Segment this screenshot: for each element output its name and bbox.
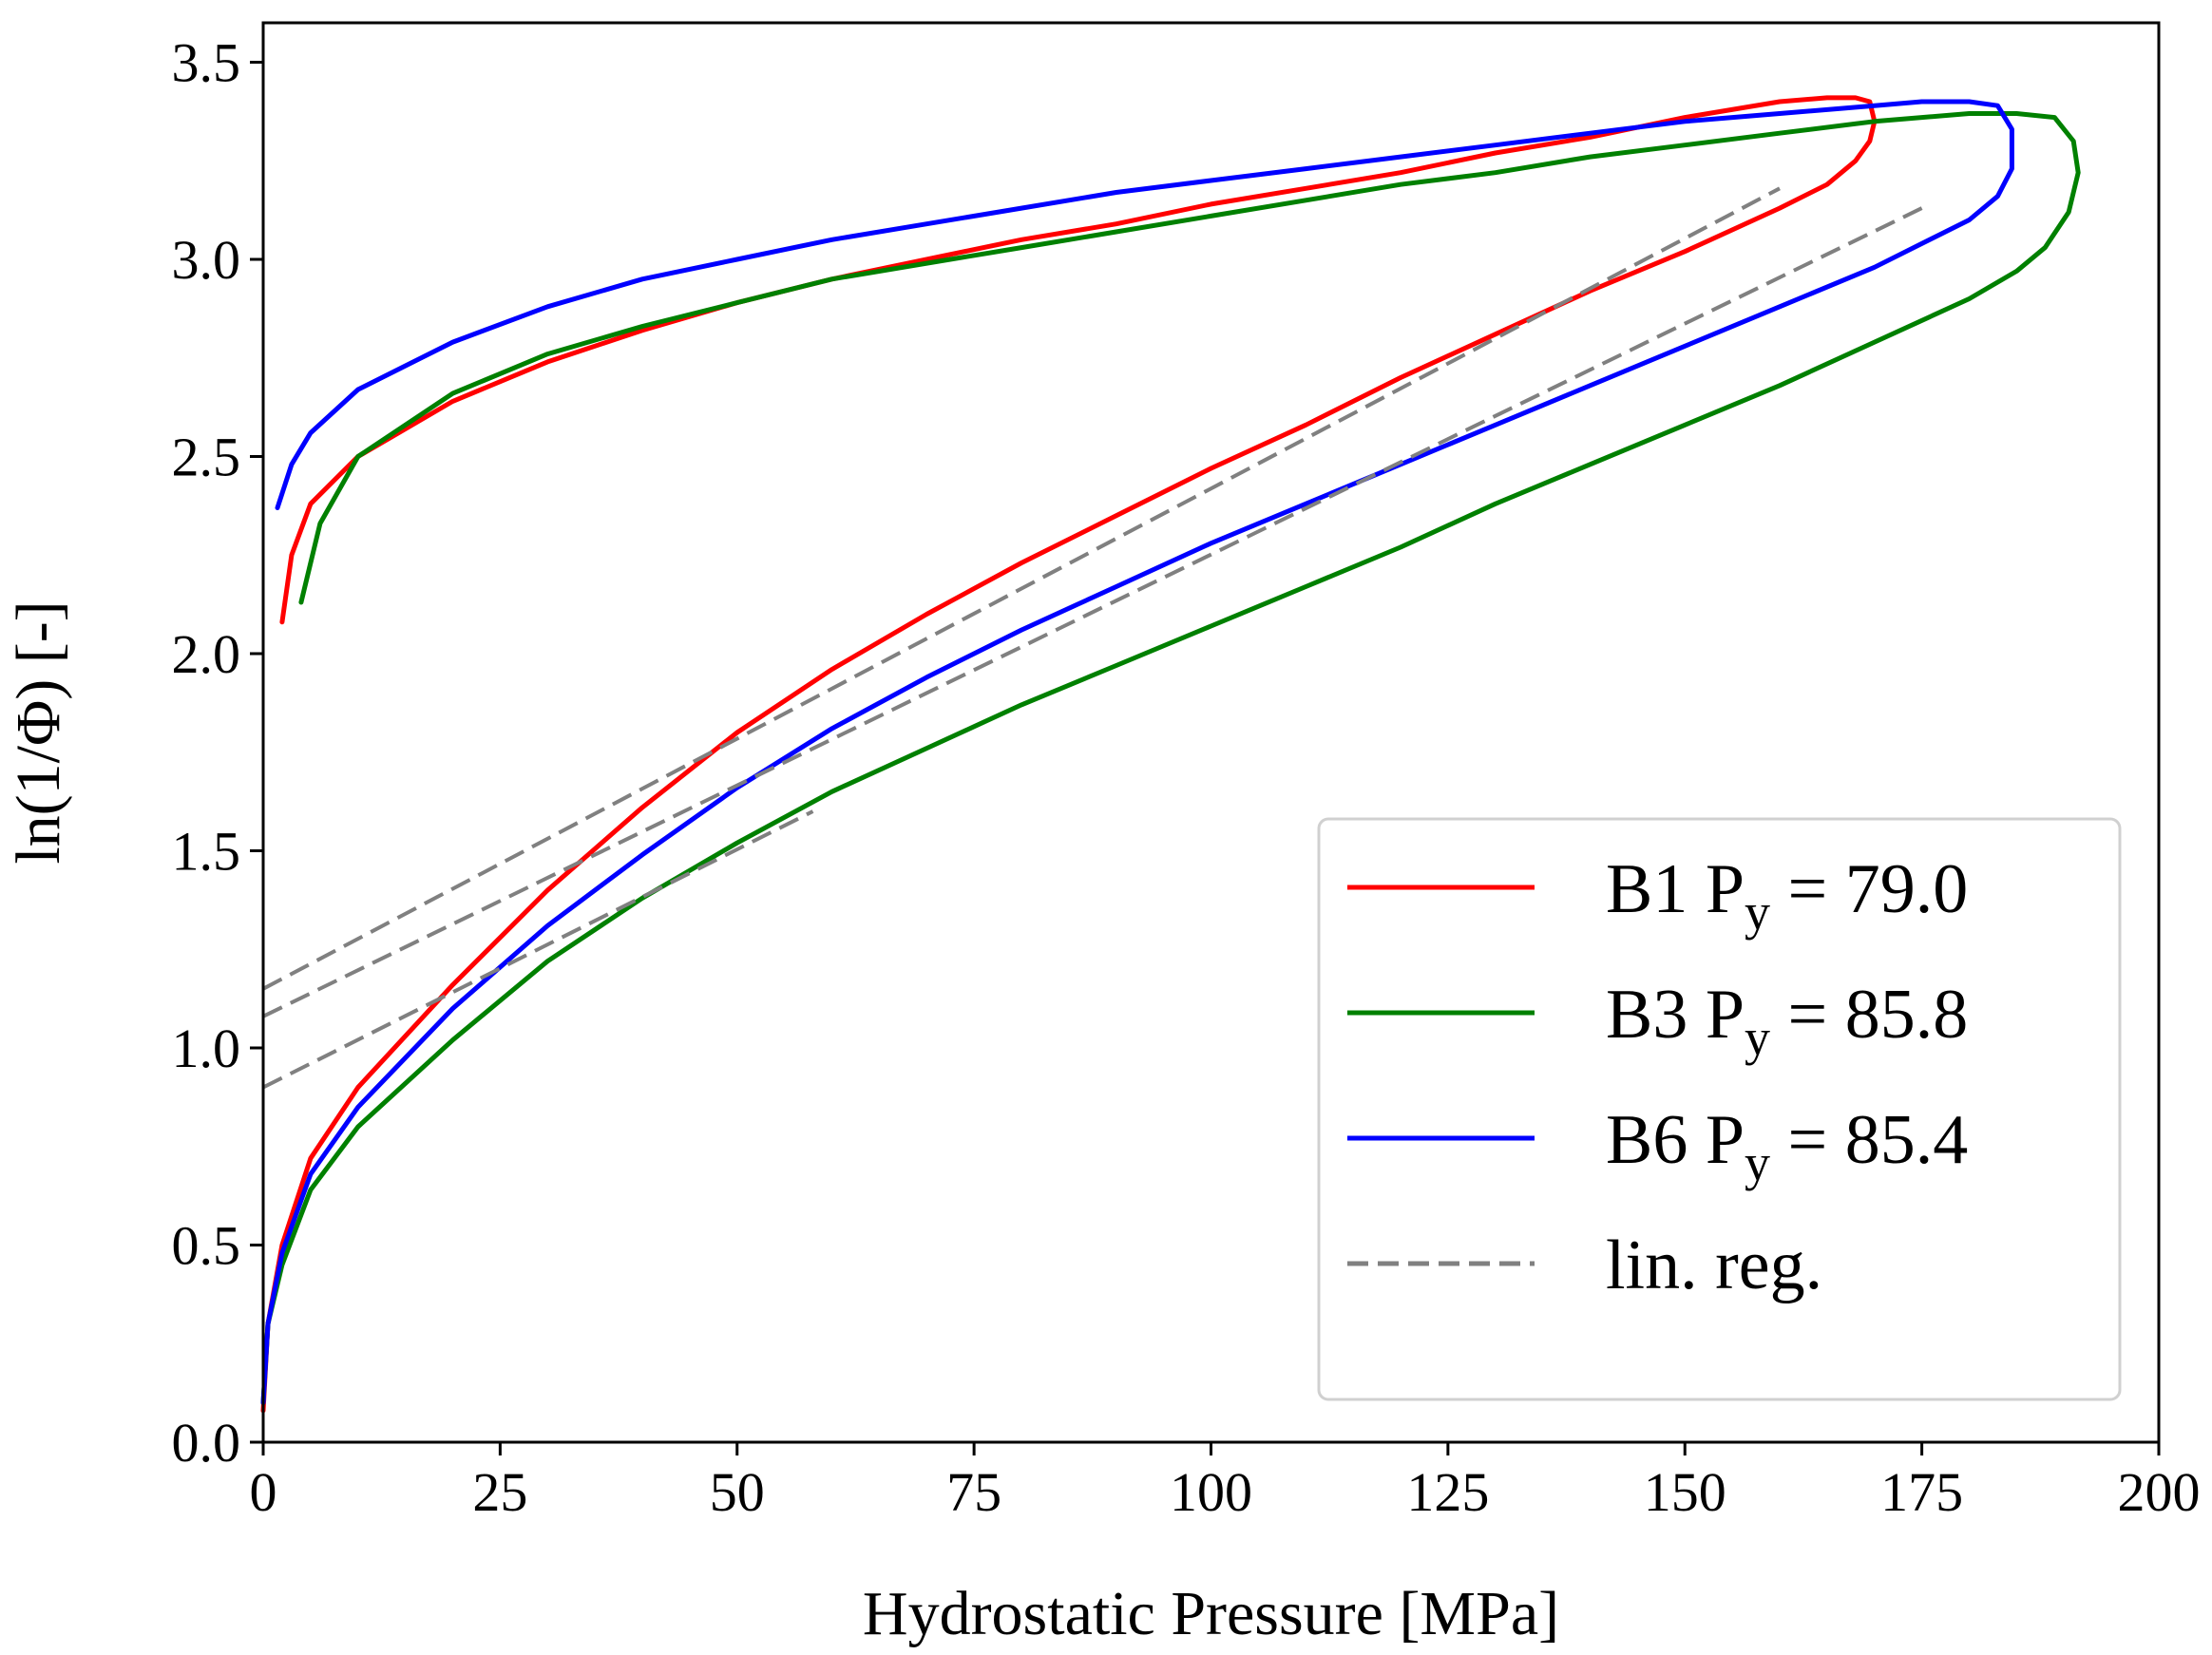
legend-label-b1: B1 Py = 79.0 <box>1606 850 1968 941</box>
x-tick-label: 0 <box>250 1461 277 1523</box>
series-layer <box>260 95 2081 1414</box>
x-tick-label: 50 <box>710 1461 765 1523</box>
legend-label-subscript: y <box>1745 1009 1770 1066</box>
series-b3-line <box>260 111 2081 1405</box>
x-tick-label: 150 <box>1644 1461 1726 1523</box>
y-tick-label: 3.0 <box>172 229 241 291</box>
legend-label-subscript: y <box>1745 884 1770 941</box>
y-tick-label: 0.0 <box>172 1412 241 1474</box>
series-b6-line <box>260 99 2014 1405</box>
legend-label-value: = 79.0 <box>1770 850 1968 928</box>
x-tick-label: 200 <box>2118 1461 2201 1523</box>
x-tick-label: 175 <box>1880 1461 1963 1523</box>
series-lin-reg-line-3 <box>262 809 814 1090</box>
legend-label-lin-reg: lin. reg. <box>1606 1227 1822 1304</box>
y-tick-label: 2.5 <box>172 427 241 488</box>
x-tick-label: 125 <box>1406 1461 1489 1523</box>
series-lin-reg-line-1 <box>262 186 1781 991</box>
legend-label-value: = 85.8 <box>1770 976 1968 1054</box>
y-tick-label: 1.5 <box>172 821 241 883</box>
y-axis-label: ln(1/Φ) [-] <box>4 600 73 864</box>
legend-label-main: lin. reg. <box>1606 1227 1822 1304</box>
legend-box <box>1317 817 2122 1401</box>
y-tick-label: 0.5 <box>172 1215 241 1277</box>
y-tick-label: 3.5 <box>172 32 241 94</box>
legend-label-value: = 85.4 <box>1770 1101 1968 1179</box>
y-tick-label: 1.0 <box>172 1018 241 1079</box>
y-tick-label: 2.0 <box>172 623 241 685</box>
legend-label-b3: B3 Py = 85.8 <box>1606 976 1968 1066</box>
axis-ticks: 0 25 50 75 100 125 150 175 200 0.0 0.5 1.0 1.5 2.0 2.5… <box>172 32 2201 1524</box>
x-axis-label: Hydrostatic Pressure [MPa] <box>863 1579 1559 1648</box>
x-tick-label: 25 <box>472 1461 527 1523</box>
legend-label-main: B1 P <box>1606 850 1745 928</box>
legend-label-b6: B6 Py = 85.4 <box>1606 1101 1968 1191</box>
legend-label-subscript: y <box>1745 1134 1770 1191</box>
x-tick-label: 75 <box>946 1461 1001 1523</box>
x-tick-label: 100 <box>1170 1461 1252 1523</box>
legend-label-main: B6 P <box>1606 1101 1745 1179</box>
legend: B1 Py = 79.0B3 Py = 85.8B6 Py = 85.4lin.… <box>1317 817 2122 1401</box>
legend-label-main: B3 P <box>1606 976 1745 1054</box>
series-lin-reg-line-2 <box>262 206 1923 1018</box>
